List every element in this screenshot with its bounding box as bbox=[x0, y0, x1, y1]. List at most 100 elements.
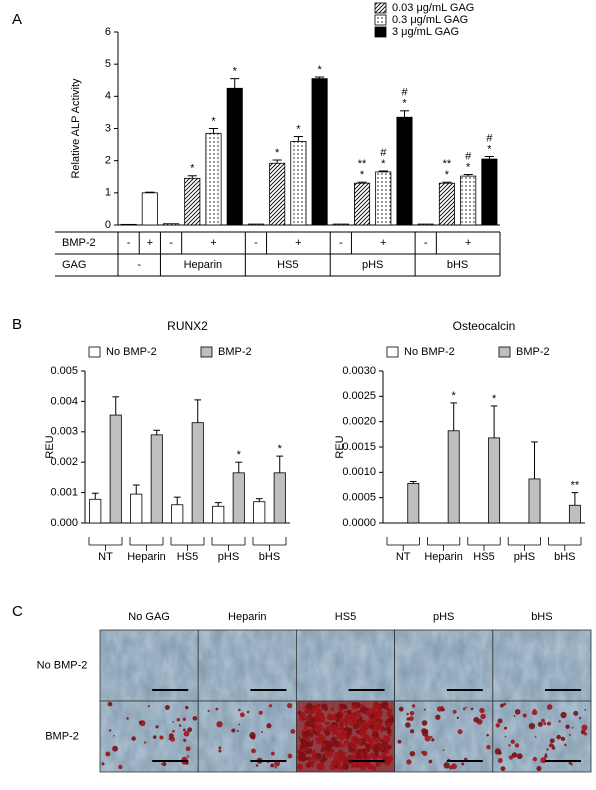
stain bbox=[442, 749, 445, 751]
stain bbox=[422, 730, 429, 737]
legend-label: BMP-2 bbox=[516, 346, 550, 358]
lane-label: + bbox=[380, 237, 386, 249]
stain bbox=[406, 759, 412, 765]
stain bbox=[500, 703, 504, 708]
stain bbox=[338, 743, 341, 745]
stain bbox=[340, 754, 347, 761]
stain bbox=[531, 709, 538, 716]
stain bbox=[372, 701, 380, 709]
y-tick-label: 0.004 bbox=[50, 395, 78, 407]
lane-label: + bbox=[210, 237, 216, 249]
legend-label: BMP-2 bbox=[218, 346, 252, 358]
stain bbox=[371, 765, 377, 771]
stain bbox=[497, 758, 503, 763]
stain bbox=[160, 763, 163, 765]
stain bbox=[341, 744, 346, 748]
stain bbox=[349, 722, 352, 726]
bar bbox=[232, 472, 245, 524]
bracket bbox=[252, 537, 287, 551]
error-bar bbox=[255, 498, 263, 502]
significance: ** bbox=[443, 158, 452, 170]
y-tick-label: 0.0015 bbox=[342, 441, 376, 453]
stain bbox=[333, 754, 340, 762]
stain bbox=[389, 755, 392, 758]
stain bbox=[568, 761, 572, 765]
stain bbox=[315, 727, 322, 734]
stain bbox=[347, 727, 353, 733]
stain bbox=[456, 716, 460, 719]
stain bbox=[549, 738, 555, 744]
y-tick-label: 0.0030 bbox=[342, 365, 376, 377]
stain bbox=[386, 721, 392, 728]
stain bbox=[560, 736, 566, 741]
stain bbox=[112, 745, 118, 752]
stain bbox=[428, 759, 433, 764]
stain bbox=[556, 734, 561, 740]
stain bbox=[346, 735, 350, 740]
lane-label: + bbox=[295, 237, 301, 249]
stain bbox=[364, 742, 368, 747]
error-bar bbox=[571, 492, 579, 506]
stain bbox=[305, 762, 311, 768]
stain bbox=[299, 716, 304, 721]
legend-swatch bbox=[374, 2, 387, 14]
stain bbox=[342, 734, 347, 739]
stain bbox=[408, 716, 414, 721]
stain bbox=[185, 705, 189, 710]
significance: * bbox=[445, 169, 450, 181]
stain bbox=[342, 763, 350, 771]
x-tick-label: bHS bbox=[554, 551, 575, 563]
stain bbox=[286, 703, 293, 709]
bar bbox=[163, 223, 180, 226]
micrograph bbox=[492, 700, 592, 773]
stain bbox=[187, 727, 193, 733]
stain bbox=[255, 764, 259, 767]
stain bbox=[343, 727, 346, 731]
stain bbox=[309, 717, 316, 724]
stain bbox=[349, 716, 357, 725]
stain bbox=[305, 757, 309, 761]
stain bbox=[379, 727, 384, 732]
error-bar bbox=[194, 399, 202, 423]
stain bbox=[473, 716, 480, 723]
stain bbox=[323, 740, 330, 746]
bar bbox=[89, 498, 102, 524]
stain bbox=[238, 723, 241, 726]
stain bbox=[304, 716, 311, 722]
stain bbox=[346, 744, 349, 747]
bar bbox=[247, 223, 264, 226]
lane-label: + bbox=[147, 237, 153, 249]
group-label: Heparin bbox=[184, 259, 223, 271]
y-tick-label: 0.0000 bbox=[342, 517, 376, 529]
error-bar bbox=[208, 128, 219, 134]
stain bbox=[373, 745, 380, 753]
stain bbox=[324, 707, 328, 711]
stain bbox=[359, 729, 367, 738]
stain bbox=[324, 745, 331, 752]
stain bbox=[397, 739, 402, 744]
stain bbox=[340, 703, 347, 709]
stain bbox=[421, 750, 425, 754]
stain bbox=[508, 744, 511, 747]
stain bbox=[298, 736, 301, 739]
stain bbox=[218, 746, 222, 750]
stain bbox=[440, 707, 445, 712]
stain bbox=[182, 717, 187, 721]
y-axis-label: REU bbox=[334, 435, 346, 458]
stain bbox=[108, 729, 112, 732]
stain bbox=[182, 728, 186, 732]
legend-swatch bbox=[200, 346, 213, 358]
stain bbox=[558, 720, 561, 723]
bar bbox=[141, 192, 158, 226]
row-label: BMP-2 bbox=[45, 730, 79, 742]
y-tick-label: 0.003 bbox=[50, 426, 78, 438]
stain bbox=[322, 753, 326, 757]
group-label: - bbox=[137, 259, 141, 271]
stain bbox=[544, 753, 548, 756]
stain bbox=[362, 754, 368, 759]
stain bbox=[274, 766, 277, 769]
significance: * bbox=[237, 449, 242, 461]
bar bbox=[528, 478, 541, 524]
stain bbox=[532, 756, 538, 762]
